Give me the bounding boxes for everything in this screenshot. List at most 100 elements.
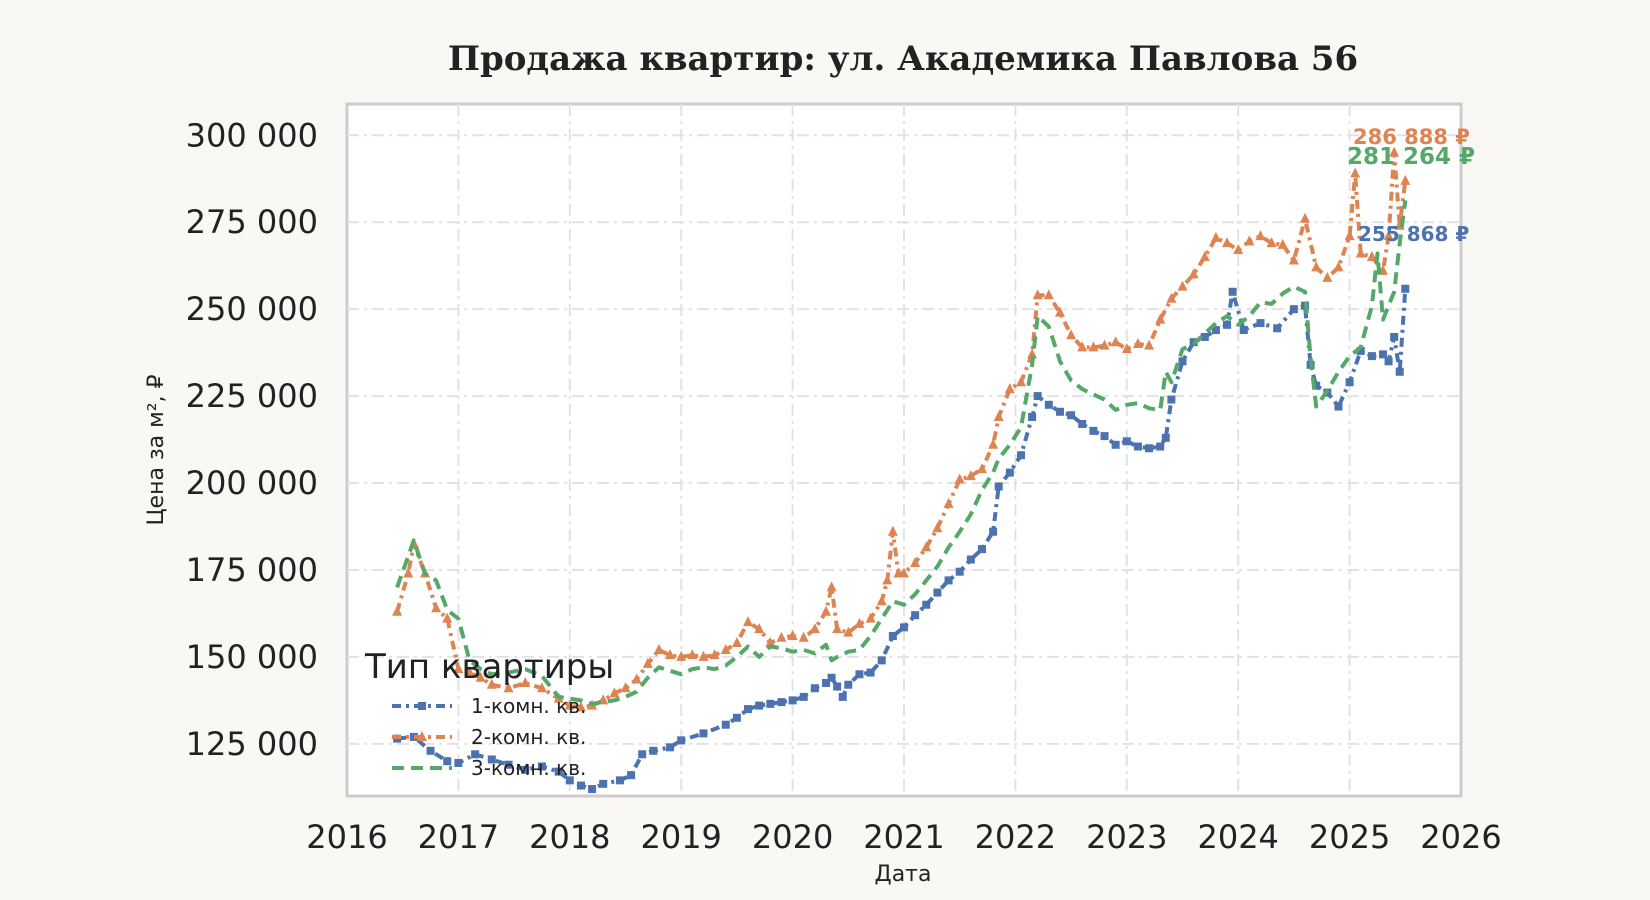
data-point: [627, 771, 636, 780]
grid-lines: [347, 104, 1461, 796]
data-point: [1222, 237, 1233, 248]
data-point: [744, 705, 753, 714]
data-point: [876, 595, 887, 606]
legend-entry-2: 2-комн. кв.: [471, 725, 586, 749]
data-point: [966, 555, 975, 564]
data-point: [1144, 339, 1155, 350]
data-point: [453, 663, 464, 674]
data-point: [721, 720, 730, 729]
data-point: [787, 630, 798, 641]
data-point: [486, 678, 497, 689]
data-point: [1145, 444, 1154, 453]
legend-title: Тип квартиры: [364, 647, 614, 687]
data-point: [1178, 357, 1187, 366]
data-point: [431, 602, 442, 613]
data-point: [1322, 271, 1333, 282]
data-point: [843, 626, 854, 637]
data-point: [575, 701, 586, 712]
data-point: [932, 522, 943, 533]
y-tick-label: 225 000: [186, 377, 318, 415]
data-point: [698, 650, 709, 661]
data-point: [1256, 319, 1265, 328]
data-point: [1161, 433, 1170, 442]
data-point: [989, 527, 998, 536]
data-point: [1028, 412, 1037, 421]
data-point: [665, 649, 676, 660]
data-point: [900, 623, 908, 632]
data-point: [443, 757, 452, 766]
data-point: [743, 616, 754, 627]
y-tick-label: 300 000: [186, 116, 318, 154]
data-point: [615, 776, 624, 785]
data-point: [1110, 336, 1121, 347]
legend-entry-3: 3-комн. кв.: [471, 756, 586, 780]
data-point: [1078, 419, 1087, 428]
data-point: [588, 785, 597, 794]
data-point: [520, 676, 531, 687]
y-tick-label: 175 000: [186, 551, 318, 589]
data-point: [554, 767, 563, 776]
data-point: [487, 755, 496, 764]
data-point: [1156, 442, 1165, 451]
data-point: [1067, 411, 1076, 420]
data-point: [1383, 230, 1394, 241]
data-point: [922, 600, 931, 609]
data-point: [1016, 451, 1025, 460]
y-tick-label: 275 000: [186, 203, 318, 241]
data-point: [677, 736, 686, 745]
data-point: [537, 762, 546, 771]
data-point: [1255, 230, 1266, 241]
data-point: [565, 776, 574, 785]
data-point: [426, 746, 435, 755]
data-point: [1111, 440, 1120, 449]
data-point: [777, 698, 786, 707]
y-axis-label: Цена за м², ₽: [144, 374, 169, 525]
x-tick-label: 2020: [752, 818, 833, 856]
data-point: [1210, 231, 1221, 242]
data-point: [564, 699, 575, 710]
end-value-label-2: 286 888 ₽: [1353, 125, 1470, 149]
data-point: [866, 668, 875, 677]
data-point: [1350, 167, 1361, 178]
data-point: [1344, 230, 1355, 241]
data-point: [464, 666, 475, 677]
data-point: [1121, 343, 1132, 354]
data-point: [631, 673, 642, 684]
data-point: [454, 758, 463, 767]
data-point: [1005, 468, 1014, 477]
y-tick-label: 200 000: [186, 464, 318, 502]
data-point: [503, 682, 514, 693]
x-axis-label: Дата: [875, 862, 932, 887]
data-point: [442, 612, 453, 623]
data-point: [1379, 350, 1388, 359]
data-point: [642, 657, 653, 668]
data-point: [754, 623, 765, 634]
data-point: [649, 746, 658, 755]
data-point: [1188, 268, 1199, 279]
data-point: [1044, 400, 1053, 409]
end-labels: 255 868 ₽ 286 888 ₽281 264 ₽: [1347, 125, 1475, 246]
data-point: [1077, 341, 1088, 352]
y-tick-label: 150 000: [186, 638, 318, 676]
data-point: [944, 576, 953, 585]
data-point: [403, 567, 414, 578]
x-tick-label: 2022: [975, 818, 1056, 856]
data-point: [911, 611, 920, 620]
data-point: [699, 729, 708, 738]
tick-labels: 2016 2017 2018 2019 2020 2021 2022 2023 2024 2025…: [186, 116, 1502, 856]
data-point: [1032, 289, 1043, 300]
data-point: [1266, 237, 1277, 248]
data-point: [809, 623, 820, 634]
data-point: [1401, 284, 1410, 293]
data-point: [1300, 212, 1311, 223]
data-point: [822, 678, 831, 687]
data-point: [988, 438, 999, 449]
data-point: [1211, 326, 1220, 335]
data-point: [475, 671, 486, 682]
data-point: [826, 581, 837, 592]
data-point: [833, 682, 842, 691]
data-point: [776, 631, 787, 642]
data-point: [1055, 407, 1064, 416]
data-point: [1089, 426, 1098, 435]
